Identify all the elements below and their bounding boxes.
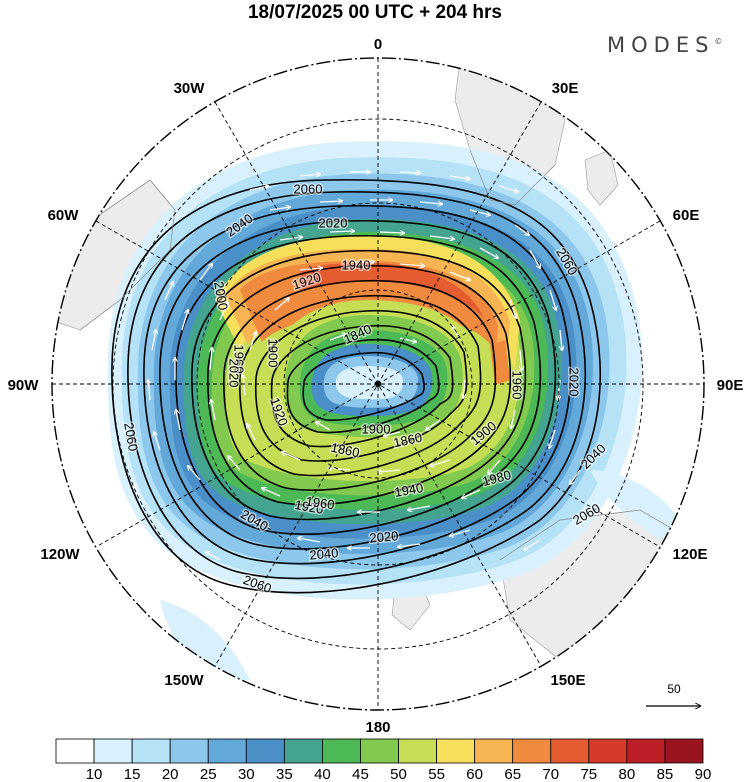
colorbar-swatch <box>131 738 171 764</box>
colorbar-tick-label: 25 <box>200 766 217 782</box>
contour-label: 1920 <box>294 497 325 517</box>
colorbar-tick-label: 55 <box>428 766 445 782</box>
colorbar-swatch <box>398 738 437 764</box>
colorbar-swatch <box>512 738 552 764</box>
colorbar-swatch <box>550 738 590 764</box>
map-title: 18/07/2025 00 UTC + 204 hrs <box>247 2 503 23</box>
colorbar-tick-label: 80 <box>619 766 636 782</box>
colorbar-tick-label: 30 <box>238 766 255 782</box>
colorbar-tick-label: 35 <box>276 766 293 782</box>
contour-label: 1940 <box>342 257 371 272</box>
contour-label: 1940 <box>393 480 424 500</box>
lon-label-30w: 30W <box>174 80 206 97</box>
colorbar-swatch <box>474 738 514 764</box>
contour-label: 2060 <box>121 421 141 452</box>
contour-label: 1960 <box>232 345 247 374</box>
colorbar-tick-label: 85 <box>657 766 674 782</box>
longitude-labels: 0 30E 60E 90E 120E 150E 180 150W 120W 90… <box>8 36 744 736</box>
lon-label-60e: 60E <box>673 207 700 224</box>
colorbar-swatch <box>436 738 476 764</box>
colorbar-tick-label: 40 <box>314 766 331 782</box>
colorbar-swatch <box>245 738 285 764</box>
reference-vector: 50 <box>646 682 700 706</box>
colorbar-tick-label: 70 <box>542 766 559 782</box>
lon-label-150w: 150W <box>164 672 204 689</box>
brand-copyright: © <box>714 37 723 46</box>
colorbar: 10 15 20 25 30 35 40 45 50 55 60 65 70 75 80 85 90 <box>55 738 712 782</box>
reference-vector-label: 50 <box>667 682 681 696</box>
colorbar-tick-label: 10 <box>86 766 103 782</box>
contour-label: 2020 <box>567 368 582 397</box>
contour-label: 1960 <box>305 494 336 513</box>
contour-label: 1960 <box>510 371 525 400</box>
lon-label-150e: 150E <box>550 672 585 689</box>
colorbar-swatch <box>360 738 399 764</box>
colorbar-swatch <box>93 738 133 764</box>
colorbar-swatch <box>626 738 666 764</box>
contour-label: 2020 <box>319 215 348 230</box>
colorbar-swatch <box>169 738 209 764</box>
colorbar-swatch <box>664 738 704 764</box>
wind-vectors <box>134 172 581 561</box>
colorbar-tick-label: 60 <box>466 766 483 782</box>
colorbar-swatch <box>55 738 95 764</box>
colorbar-tick-label: 15 <box>124 766 141 782</box>
colorbar-swatch <box>588 738 628 764</box>
map-boundary <box>51 57 705 711</box>
contour-label: 2040 <box>309 545 339 562</box>
contour-label: 1900 <box>362 421 391 436</box>
contour-label: 2060 <box>294 181 323 196</box>
lon-label-30e: 30E <box>552 80 579 97</box>
colorbar-tick-label: 45 <box>352 766 369 782</box>
lon-label-0: 0 <box>374 36 382 53</box>
colorbar-swatch <box>322 738 361 764</box>
contour-label: 2020 <box>227 359 242 388</box>
colorbar-tick-label: 90 <box>695 766 712 782</box>
wind-speed-shading <box>107 140 680 680</box>
lon-label-120e: 120E <box>672 546 707 563</box>
colorbar-tick-label: 65 <box>504 766 521 782</box>
colorbar-swatch <box>207 738 247 764</box>
colorbar-tick-label: 50 <box>390 766 407 782</box>
contour-label: 2020 <box>369 528 399 545</box>
contour-label: 2000 <box>211 280 231 311</box>
colorbar-tick-label: 20 <box>162 766 179 782</box>
lon-label-90w: 90W <box>8 377 40 394</box>
contour-label: 1900 <box>266 339 281 368</box>
pole-marker <box>375 381 381 387</box>
lon-label-90e: 90E <box>717 377 744 394</box>
colorbar-swatch <box>283 738 323 764</box>
modes-logo: MODES© <box>607 33 722 57</box>
colorbar-tick-label: 75 <box>580 766 597 782</box>
lon-label-120w: 120W <box>40 546 80 563</box>
map-field <box>52 58 704 710</box>
lon-label-60w: 60W <box>48 207 80 224</box>
brand-name: MODES <box>607 33 715 57</box>
lon-label-180: 180 <box>365 719 390 736</box>
